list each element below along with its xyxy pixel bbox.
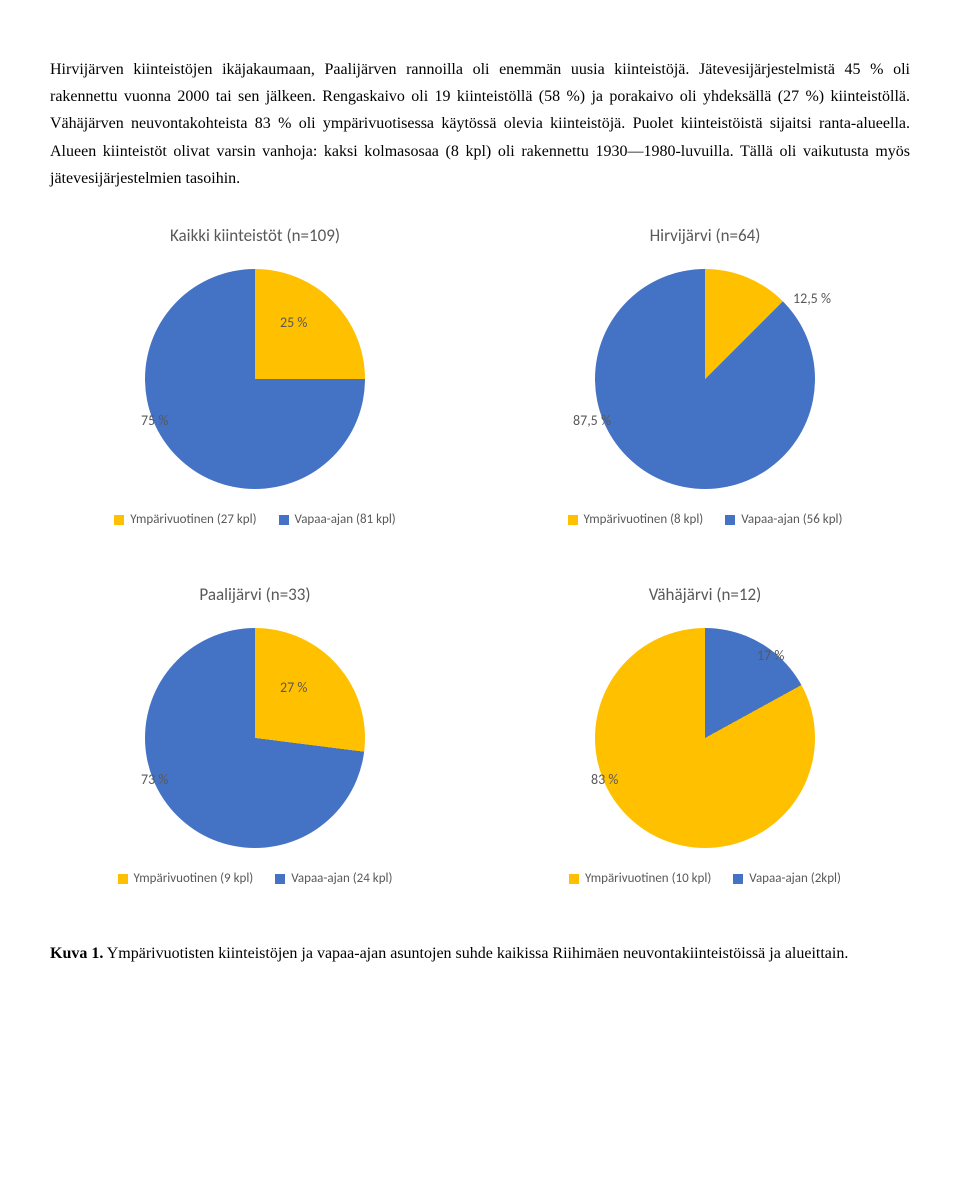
pie-chart <box>595 269 815 489</box>
legend: Ympärivuotinen (27 kpl) Vapaa-ajan (81 k… <box>114 509 396 531</box>
pie-wrap: 27 % 73 % <box>145 628 365 848</box>
pie-chart <box>145 628 365 848</box>
legend-swatch-icon <box>568 515 578 525</box>
pie-slice-label: 75 % <box>141 409 168 433</box>
chart-paalijarvi: Paalijärvi (n=33) 27 % 73 % Ympärivuotin… <box>50 581 460 890</box>
legend-text: Vapaa-ajan (2kpl) <box>749 868 841 890</box>
chart-title: Paalijärvi (n=33) <box>199 581 310 610</box>
pie-wrap: 17 % 83 % <box>595 628 815 848</box>
legend-text: Ympärivuotinen (8 kpl) <box>584 509 704 531</box>
legend-item: Vapaa-ajan (2kpl) <box>733 868 841 890</box>
chart-title: Hirvijärvi (n=64) <box>650 222 761 251</box>
pie-wrap: 12,5 % 87,5 % <box>595 269 815 489</box>
legend-swatch-icon <box>275 874 285 884</box>
legend-text: Ympärivuotinen (27 kpl) <box>130 509 256 531</box>
legend-text: Ympärivuotinen (10 kpl) <box>585 868 711 890</box>
legend: Ympärivuotinen (10 kpl) Vapaa-ajan (2kpl… <box>569 868 841 890</box>
charts-grid: Kaikki kiinteistöt (n=109) 25 % 75 % Ymp… <box>50 222 910 890</box>
legend-swatch-icon <box>279 515 289 525</box>
pie-slice-label: 27 % <box>280 676 307 700</box>
chart-vahajarvi: Vähäjärvi (n=12) 17 % 83 % Ympärivuotine… <box>500 581 910 890</box>
legend-text: Vapaa-ajan (56 kpl) <box>741 509 842 531</box>
legend-item: Ympärivuotinen (27 kpl) <box>114 509 256 531</box>
pie-slice-label: 17 % <box>757 644 784 668</box>
pie-wrap: 25 % 75 % <box>145 269 365 489</box>
legend-swatch-icon <box>114 515 124 525</box>
pie-chart <box>145 269 365 489</box>
legend: Ympärivuotinen (8 kpl) Vapaa-ajan (56 kp… <box>568 509 843 531</box>
legend-swatch-icon <box>569 874 579 884</box>
chart-title: Vähäjärvi (n=12) <box>649 581 762 610</box>
legend-item: Ympärivuotinen (9 kpl) <box>118 868 254 890</box>
pie-slice-label: 73 % <box>141 768 168 792</box>
legend-text: Vapaa-ajan (81 kpl) <box>295 509 396 531</box>
legend-swatch-icon <box>733 874 743 884</box>
legend-text: Ympärivuotinen (9 kpl) <box>134 868 254 890</box>
caption-lead: Kuva 1. <box>50 945 103 962</box>
body-paragraph: Hirvijärven kiinteistöjen ikäjakaumaan, … <box>50 56 910 192</box>
legend-item: Ympärivuotinen (8 kpl) <box>568 509 704 531</box>
chart-title: Kaikki kiinteistöt (n=109) <box>170 222 340 251</box>
chart-kaikki: Kaikki kiinteistöt (n=109) 25 % 75 % Ymp… <box>50 222 460 531</box>
legend-text: Vapaa-ajan (24 kpl) <box>291 868 392 890</box>
legend: Ympärivuotinen (9 kpl) Vapaa-ajan (24 kp… <box>118 868 393 890</box>
pie-slice-label: 12,5 % <box>793 287 831 311</box>
legend-swatch-icon <box>725 515 735 525</box>
legend-swatch-icon <box>118 874 128 884</box>
pie-slice-label: 83 % <box>591 768 618 792</box>
figure-caption: Kuva 1. Ympärivuotisten kiinteistöjen ja… <box>50 940 910 967</box>
legend-item: Ympärivuotinen (10 kpl) <box>569 868 711 890</box>
legend-item: Vapaa-ajan (24 kpl) <box>275 868 392 890</box>
legend-item: Vapaa-ajan (56 kpl) <box>725 509 842 531</box>
pie-slice-label: 25 % <box>280 311 307 335</box>
chart-hirvijarvi: Hirvijärvi (n=64) 12,5 % 87,5 % Ympärivu… <box>500 222 910 531</box>
pie-slice-label: 87,5 % <box>573 409 611 433</box>
legend-item: Vapaa-ajan (81 kpl) <box>279 509 396 531</box>
caption-text: Ympärivuotisten kiinteistöjen ja vapaa-a… <box>103 945 848 962</box>
